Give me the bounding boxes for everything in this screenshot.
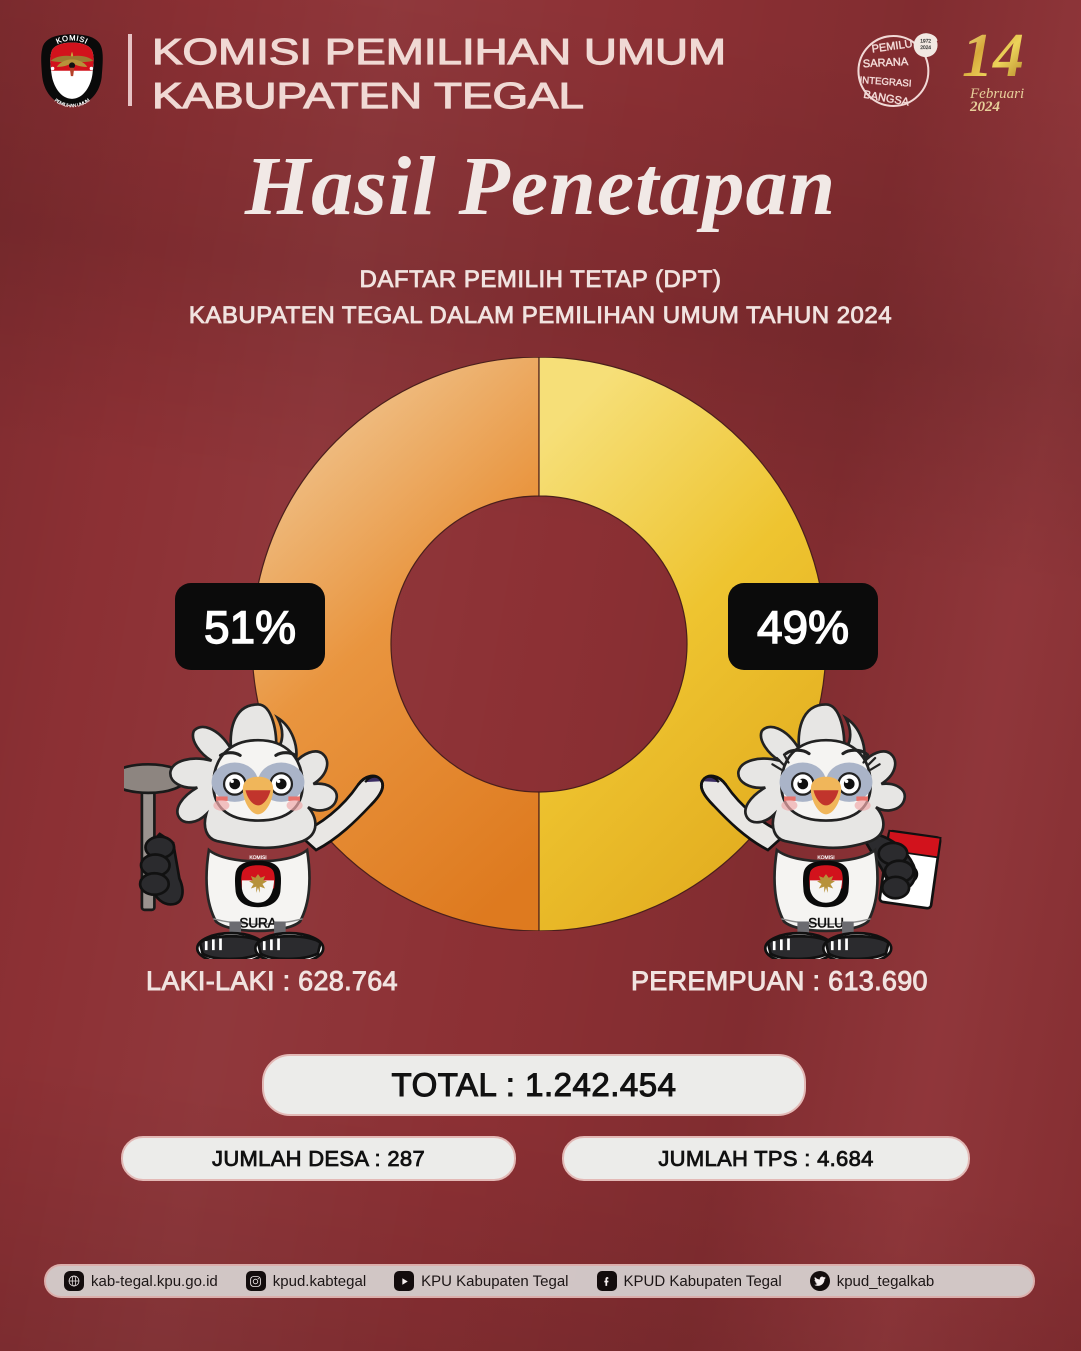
svg-text:KOMISI: KOMISI — [817, 855, 835, 861]
svg-text:SARANA: SARANA — [863, 56, 910, 70]
svg-text:1972: 1972 — [920, 38, 931, 44]
svg-text:2024: 2024 — [920, 45, 931, 51]
svg-text:SURA: SURA — [239, 916, 277, 931]
svg-text:SULU: SULU — [808, 916, 844, 931]
svg-text:14: 14 — [962, 22, 1024, 90]
svg-text:2024: 2024 — [969, 99, 1001, 113]
svg-text:INTEGRASI: INTEGRASI — [859, 75, 912, 90]
svg-text:KOMISI: KOMISI — [249, 855, 267, 861]
